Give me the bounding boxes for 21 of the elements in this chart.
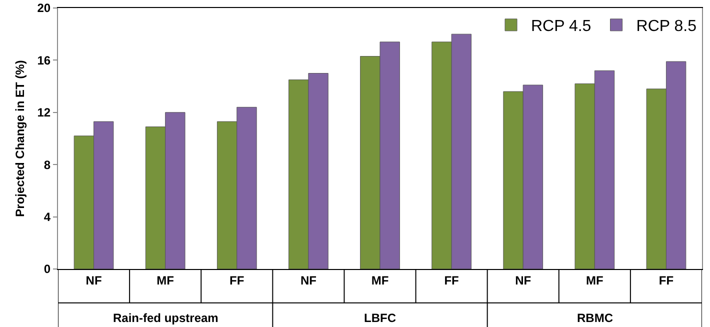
y-tick-label: 4 xyxy=(44,210,51,224)
x-tick-label: FF xyxy=(230,273,244,288)
x-tick-label: NF xyxy=(86,273,102,288)
legend-label: RCP 8.5 xyxy=(636,18,697,36)
y-tick-label: 20 xyxy=(37,1,51,16)
text: Rain-fed upstream xyxy=(113,311,218,325)
y-tick-label: 8 xyxy=(44,158,51,172)
text: LBFC xyxy=(364,311,396,325)
y-tick-label: 0 xyxy=(44,262,51,276)
x-tick-label: MF xyxy=(156,273,174,288)
y-tick-label: 12 xyxy=(37,106,51,120)
x-tick-label: NF xyxy=(300,273,316,288)
x-tick-label: FF xyxy=(444,273,459,288)
legend-label: RCP 4.5 xyxy=(531,18,592,36)
text: RBMC xyxy=(577,311,614,325)
x-tick-label: NF xyxy=(515,273,532,288)
y-axis-title: Projected Change in ET (%) xyxy=(13,60,27,217)
x-tick-label: MF xyxy=(371,273,389,288)
x-tick-label: MF xyxy=(586,273,604,288)
x-tick-label: FF xyxy=(658,273,674,288)
y-tick-label: 16 xyxy=(37,53,51,68)
